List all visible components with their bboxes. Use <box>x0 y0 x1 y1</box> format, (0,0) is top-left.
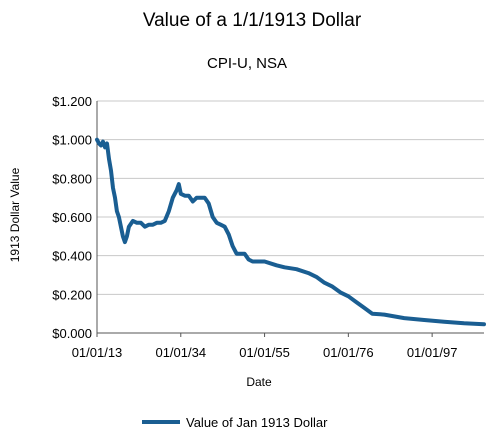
series-line <box>95 137 486 327</box>
x-tick-label: 01/01/55 <box>239 345 290 360</box>
chart-title: Value of a 1/1/1913 Dollar <box>143 10 362 31</box>
x-tick-label: 01/01/34 <box>155 345 206 360</box>
x-axis-label: Date <box>246 375 272 389</box>
y-gridlines <box>97 100 484 295</box>
y-tick-labels: $0.000 $0.200 $0.400 $0.600 $0.800 $1.000 $1.2… <box>52 94 92 341</box>
legend-series-label: Value of Jan 1913 Dollar <box>186 415 328 430</box>
x-tick-label: 01/01/76 <box>323 345 374 360</box>
y-tick-label: $0.600 <box>52 210 92 225</box>
y-tick-label: $0.800 <box>52 171 92 186</box>
x-tick-marks <box>96 333 433 337</box>
chart-subtitle: CPI-U, NSA <box>207 55 287 72</box>
x-tick-labels: 01/01/13 01/01/34 01/01/55 01/01/76 01/01/97 <box>72 345 458 360</box>
y-tick-label: $1.200 <box>52 94 92 109</box>
y-axis-label: 1913 Dollar Value <box>8 167 22 262</box>
legend: Value of Jan 1913 Dollar <box>142 415 328 430</box>
x-tick-label: 01/01/97 <box>407 345 458 360</box>
y-tick-label: $0.200 <box>52 287 92 302</box>
x-tick-label: 01/01/13 <box>72 345 123 360</box>
y-tick-label: $1.000 <box>52 133 92 148</box>
y-tick-label: $0.400 <box>52 249 92 264</box>
series-group <box>95 137 486 327</box>
y-tick-label: $0.000 <box>52 326 92 341</box>
